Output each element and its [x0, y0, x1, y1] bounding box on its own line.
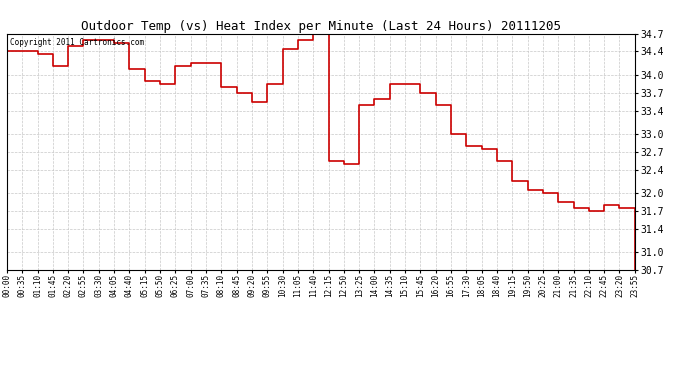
Title: Outdoor Temp (vs) Heat Index per Minute (Last 24 Hours) 20111205: Outdoor Temp (vs) Heat Index per Minute … [81, 20, 561, 33]
Text: Copyright 2011 Cartronics.com: Copyright 2011 Cartronics.com [10, 39, 144, 48]
